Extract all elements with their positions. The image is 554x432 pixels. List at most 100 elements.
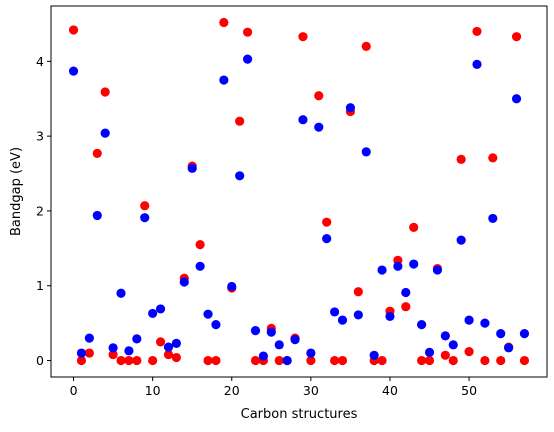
plot-frame bbox=[50, 5, 548, 378]
scatter-point-series-0 bbox=[298, 32, 308, 42]
scatter-point-series-1 bbox=[274, 340, 284, 350]
scatter-point-series-1 bbox=[337, 315, 348, 325]
scatter-point-series-1 bbox=[353, 310, 363, 320]
scatter-point-series-1 bbox=[203, 309, 213, 319]
scatter-point-series-0 bbox=[219, 17, 229, 28]
scatter-point-series-1 bbox=[227, 281, 237, 292]
scatter-point-series-0 bbox=[322, 217, 332, 227]
scatter-point-series-1 bbox=[322, 234, 332, 244]
scatter-point-series-1 bbox=[195, 261, 205, 271]
scatter-point-series-0 bbox=[440, 350, 450, 360]
scatter-point-series-1 bbox=[519, 329, 530, 339]
scatter-point-series-1 bbox=[242, 54, 253, 64]
scatter-point-series-0 bbox=[337, 355, 348, 366]
scatter-point-series-0 bbox=[92, 148, 102, 158]
scatter-point-series-0 bbox=[124, 355, 134, 366]
y-tick-label: 4 bbox=[36, 54, 44, 69]
scatter-point-series-0 bbox=[306, 355, 316, 366]
y-tick-label: 1 bbox=[36, 278, 44, 293]
scatter-point-series-1 bbox=[488, 213, 498, 224]
scatter-point-series-1 bbox=[329, 307, 340, 317]
x-tick-label: 50 bbox=[461, 383, 477, 398]
scatter-point-series-1 bbox=[108, 343, 118, 353]
scatter-point-series-1 bbox=[432, 265, 443, 275]
scatter-point-series-1 bbox=[282, 355, 292, 366]
scatter-point-series-1 bbox=[100, 128, 110, 138]
scatter-point-series-1 bbox=[361, 147, 371, 157]
scatter-point-series-1 bbox=[266, 327, 276, 337]
scatter-point-series-1 bbox=[409, 259, 419, 269]
scatter-point-series-0 bbox=[409, 222, 419, 233]
scatter-point-series-1 bbox=[440, 331, 450, 341]
scatter-point-series-0 bbox=[353, 287, 363, 297]
scatter-point-series-0 bbox=[274, 355, 284, 366]
y-tick-label: 2 bbox=[36, 203, 44, 218]
scatter-point-series-0 bbox=[250, 355, 261, 366]
scatter-point-series-0 bbox=[242, 27, 253, 37]
scatter-point-series-1 bbox=[187, 163, 197, 173]
scatter-point-series-1 bbox=[504, 343, 514, 353]
scatter-point-series-0 bbox=[132, 355, 142, 366]
scatter-point-series-1 bbox=[124, 346, 134, 356]
scatter-point-series-0 bbox=[163, 349, 174, 360]
scatter-point-series-0 bbox=[235, 116, 245, 126]
scatter-point-series-1 bbox=[496, 329, 506, 339]
scatter-point-series-1 bbox=[345, 103, 356, 113]
scatter-point-series-0 bbox=[361, 41, 371, 51]
scatter-point-series-1 bbox=[456, 235, 466, 245]
scatter-point-series-0 bbox=[100, 87, 110, 97]
scatter-point-series-1 bbox=[480, 318, 490, 328]
scatter-point-series-0 bbox=[472, 26, 482, 37]
scatter-point-series-0 bbox=[171, 352, 181, 363]
scatter-point-series-1 bbox=[155, 304, 166, 314]
y-axis-title: Bandgap (eV) bbox=[9, 147, 24, 236]
y-tick-label: 3 bbox=[36, 129, 44, 144]
scatter-point-series-1 bbox=[211, 320, 221, 330]
x-tick-label: 40 bbox=[382, 383, 398, 398]
scatter-point-series-1 bbox=[68, 66, 79, 76]
scatter-point-series-1 bbox=[472, 59, 482, 69]
scatter-point-series-0 bbox=[76, 355, 87, 366]
scatter-point-series-1 bbox=[76, 348, 87, 358]
scatter-point-series-0 bbox=[314, 91, 324, 101]
scatter-point-series-0 bbox=[140, 201, 150, 211]
scatter-point-series-1 bbox=[235, 171, 245, 181]
scatter-point-series-1 bbox=[306, 348, 316, 358]
scatter-point-series-0 bbox=[456, 154, 466, 164]
scatter-point-series-1 bbox=[511, 94, 522, 104]
scatter-point-series-1 bbox=[116, 288, 126, 298]
scatter-point-series-1 bbox=[219, 75, 229, 85]
scatter-point-series-1 bbox=[179, 277, 189, 287]
scatter-point-series-1 bbox=[92, 210, 102, 221]
scatter-point-series-1 bbox=[290, 335, 300, 345]
x-axis-title: Carbon structures bbox=[241, 407, 358, 422]
scatter-point-series-0 bbox=[195, 240, 205, 250]
scatter-point-series-0 bbox=[464, 346, 474, 357]
x-tick-label: 20 bbox=[224, 383, 240, 398]
scatter-point-series-1 bbox=[314, 122, 324, 132]
scatter-point-series-1 bbox=[84, 333, 94, 343]
x-tick-label: 30 bbox=[303, 383, 319, 398]
scatter-point-series-1 bbox=[464, 315, 474, 325]
scatter-point-series-1 bbox=[258, 351, 269, 361]
scatter-point-series-0 bbox=[155, 337, 166, 347]
y-axis-ticks: 0 1 2 3 4 bbox=[36, 54, 51, 368]
x-axis-ticks: 0 10 20 30 40 50 bbox=[70, 377, 477, 398]
scatter-point-series-1 bbox=[385, 311, 395, 322]
scatter-point-series-1 bbox=[393, 261, 403, 271]
scatter-point-series-0 bbox=[211, 355, 221, 366]
scatter-point-series-0 bbox=[84, 348, 94, 358]
scatter-point-series-1 bbox=[163, 342, 174, 352]
scatter-point-series-0 bbox=[488, 153, 498, 163]
scatter-point-series-0 bbox=[148, 355, 158, 366]
scatter-point-series-1 bbox=[401, 287, 411, 298]
x-tick-label: 10 bbox=[145, 383, 161, 398]
scatter-point-series-0 bbox=[519, 355, 530, 366]
scatter-point-series-1 bbox=[148, 308, 158, 319]
scatter-point-series-0 bbox=[511, 32, 522, 42]
scatter-point-series-1 bbox=[171, 338, 181, 348]
scatter-point-series-1 bbox=[377, 265, 387, 275]
x-tick-label: 0 bbox=[70, 383, 78, 398]
y-tick-label: 0 bbox=[36, 353, 44, 368]
scatter-point-series-1 bbox=[140, 213, 150, 223]
